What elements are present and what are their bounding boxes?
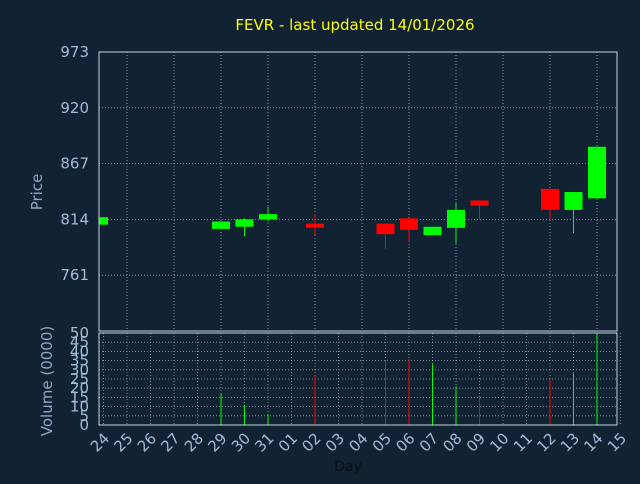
candle — [470, 200, 489, 220]
candle — [235, 218, 254, 237]
candle-body — [376, 223, 395, 235]
candle-body — [259, 214, 277, 220]
candle-body — [541, 188, 559, 210]
candle-body — [588, 146, 606, 199]
price-y-tick-label: 867 — [60, 155, 89, 173]
volume-y-tick-label: 15 — [70, 388, 89, 406]
candle-body — [400, 218, 418, 230]
candle-body — [423, 226, 442, 236]
candle-body — [235, 219, 254, 227]
price-y-tick-label: 761 — [60, 266, 89, 284]
chart-title: FEVR - last updated 14/01/2026 — [235, 16, 474, 34]
candle — [259, 206, 277, 222]
price-panel-frame — [98, 51, 618, 332]
candle-body — [564, 192, 583, 210]
candle — [376, 223, 395, 249]
candle — [541, 188, 559, 220]
price-candles — [99, 146, 606, 249]
volume-y-tick-label: 35 — [70, 352, 89, 370]
price-axis-label: Price — [28, 174, 46, 211]
price-y-tick-label: 814 — [60, 210, 89, 228]
volume-panel-frame — [98, 332, 618, 426]
volume-bars — [220, 333, 598, 425]
price-y-tick-label: 973 — [60, 43, 89, 61]
volume-y-tick-label: 5 — [79, 407, 89, 425]
volume-y-tick-label: 30 — [70, 361, 89, 379]
volume-y-tick-label: 45 — [70, 333, 89, 351]
candle-body — [306, 223, 324, 228]
candle-body — [447, 209, 465, 228]
candle — [588, 146, 606, 199]
volume-y-tick-label: 40 — [70, 342, 89, 360]
volume-y-tick-label: 20 — [70, 379, 89, 397]
candle — [564, 192, 583, 234]
volume-y-tick-label: 0 — [79, 416, 89, 434]
day-tick-labels: 2425262728293031010203040506070809101112… — [87, 429, 630, 455]
volume-y-tick-label: 10 — [70, 398, 89, 416]
candle — [400, 218, 418, 242]
volume-y-tick-label: 25 — [70, 370, 89, 388]
candle — [447, 203, 465, 244]
volume-axis-label: Volume (0000) — [38, 326, 56, 436]
candle-body — [212, 221, 230, 229]
candle-body — [470, 200, 489, 206]
volume-y-tick-label: 50 — [70, 324, 89, 342]
candle — [423, 226, 442, 236]
price-y-tick-labels: 973 920 867 814 761 — [60, 43, 89, 284]
candle — [212, 221, 230, 229]
candle-body — [99, 217, 108, 225]
candle — [99, 217, 108, 225]
candle — [306, 214, 324, 236]
price-y-tick-label: 920 — [60, 99, 89, 117]
day-axis-label: Day — [334, 459, 362, 475]
